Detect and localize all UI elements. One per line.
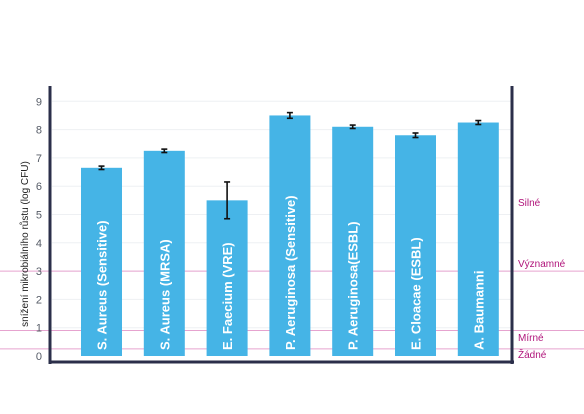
bars <box>81 115 499 357</box>
y-tick-label: 6 <box>36 181 42 193</box>
threshold-labels: Silné Významné Mírné Žádné <box>518 198 566 361</box>
y-tick-labels: 0 1 2 3 4 5 6 7 8 9 <box>36 96 42 363</box>
bar-labels: S. Aureus (Sensitive) S. Aureus (MRSA) E. … <box>95 195 487 350</box>
y-tick-label: 9 <box>36 96 42 108</box>
bar <box>332 126 374 357</box>
bar-label: P. Aeruginosa(ESBL) <box>346 221 361 350</box>
bar <box>269 115 311 356</box>
bar-label: S. Aureus (Sensitive) <box>95 220 110 350</box>
y-tick-label: 4 <box>36 238 42 250</box>
error-bars <box>98 111 482 220</box>
threshold-label: Mírné <box>518 333 544 344</box>
threshold-label: Významné <box>518 259 566 270</box>
y-tick-label: 5 <box>36 210 42 222</box>
threshold-label: Žádné <box>518 348 547 361</box>
bar <box>395 135 436 356</box>
y-tick-label: 1 <box>36 323 42 335</box>
y-tick-label: 3 <box>36 266 42 278</box>
y-tick-label: 8 <box>36 125 42 137</box>
y-tick-label: 2 <box>36 294 42 306</box>
y-tick-label: 7 <box>36 153 42 165</box>
y-tick-label: 0 <box>36 351 42 363</box>
bar-label: E. Cloacae (ESBL) <box>409 237 424 350</box>
bar-label: A. Baumanni <box>471 271 486 350</box>
y-axis-label: snížení mikrobiálního růstu (log CFU) <box>19 161 31 327</box>
bar <box>206 200 248 356</box>
axes <box>48 86 514 364</box>
bar-label: P. Aeruginosa (Sensitive) <box>283 195 298 350</box>
bar <box>457 122 499 357</box>
bar-label: S. Aureus (MRSA) <box>157 239 172 350</box>
bar-label: E. Faecium (VRE) <box>220 242 235 350</box>
threshold-label: Silné <box>518 198 541 209</box>
bar <box>81 167 122 356</box>
bar <box>143 150 185 356</box>
